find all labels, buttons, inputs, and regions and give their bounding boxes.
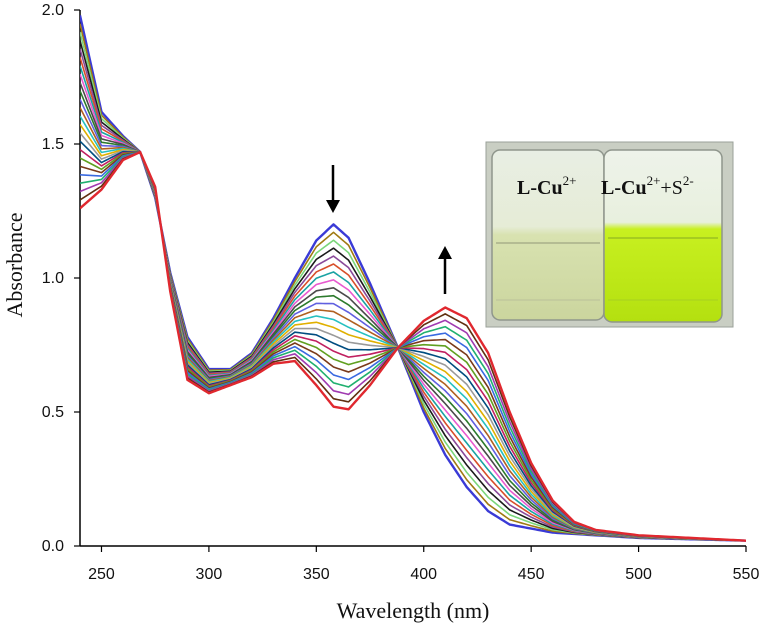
up-arrow-icon — [438, 246, 452, 294]
x-tick-label: 550 — [733, 566, 760, 583]
y-tick-label: 0.5 — [42, 404, 64, 421]
spectrum-line-24 — [80, 150, 746, 542]
spectra-series — [80, 15, 746, 542]
inset-label-right: L-Cu2++S2- — [601, 173, 694, 199]
annotations — [326, 165, 452, 294]
x-tick-label: 400 — [410, 566, 437, 583]
y-tick-label: 0.0 — [42, 538, 64, 555]
inset-photo: L-Cu2+ L-Cu2++S2- — [485, 141, 734, 328]
y-tick-label: 2.0 — [42, 2, 64, 19]
ticks: 250 300 350 400 450 500 550 0.0 0.5 1.0 1.5 2.0 — [42, 2, 760, 583]
x-tick-label: 500 — [625, 566, 652, 583]
vial-right — [603, 149, 723, 323]
x-tick-label: 250 — [88, 566, 115, 583]
y-tick-label: 1.5 — [42, 136, 64, 153]
y-axis-title: Absorbance — [2, 212, 27, 317]
x-tick-label: 300 — [196, 566, 223, 583]
down-arrow-icon — [326, 165, 340, 213]
y-tick-label: 1.0 — [42, 270, 64, 287]
x-tick-label: 350 — [303, 566, 330, 583]
vial-left — [491, 149, 605, 321]
x-tick-label: 450 — [518, 566, 545, 583]
inset-label-left: L-Cu2+ — [517, 173, 576, 199]
x-axis-title: Wavelength (nm) — [337, 598, 490, 623]
